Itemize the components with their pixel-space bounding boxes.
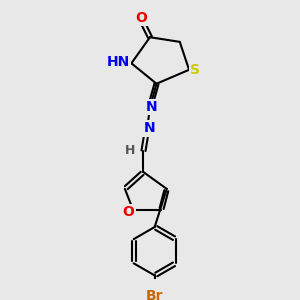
Text: S: S	[190, 63, 200, 77]
Text: H: H	[125, 144, 135, 157]
Text: O: O	[123, 205, 134, 219]
Text: HN: HN	[106, 55, 130, 69]
Text: Br: Br	[146, 289, 164, 300]
Text: N: N	[146, 100, 158, 114]
Text: O: O	[135, 11, 147, 25]
Text: N: N	[143, 122, 155, 135]
